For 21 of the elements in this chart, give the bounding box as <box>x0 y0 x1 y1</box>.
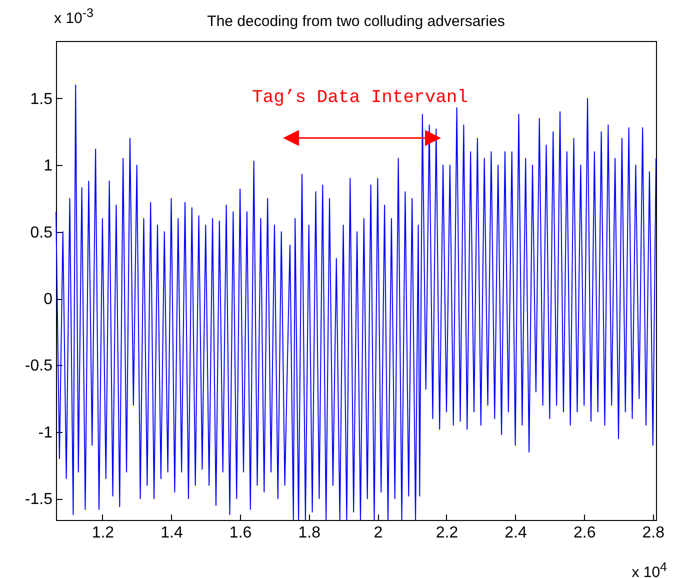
line-series <box>56 84 656 520</box>
text: x 10$^{-3}$ <box>54 6 94 27</box>
x-tick-label: 2.6 <box>573 524 596 542</box>
x-tick-label: 1.4 <box>160 524 183 542</box>
y-tick-label: -1 <box>38 424 53 442</box>
x-tick-label: 1.2 <box>92 524 114 542</box>
y-tick-label: 0.5 <box>30 224 53 242</box>
y-tick-label: 1 <box>44 158 53 175</box>
y-tick-label: -1.5 <box>24 491 53 508</box>
y-tick-label: 1.5 <box>30 90 53 108</box>
chart-title: The decoding from two colluding adversaries <box>207 13 505 30</box>
x-tick-label: 2.8 <box>642 524 665 542</box>
x-tick-label: 1.8 <box>298 524 321 542</box>
annotation: Tag’s Data Intervanl <box>252 88 468 108</box>
y-tick-label: 0 <box>44 291 53 308</box>
text: x 10$^{4}$ <box>632 560 667 578</box>
y-tick-label: -0.5 <box>24 358 53 375</box>
x-tick-label: 2.4 <box>504 524 528 542</box>
x-tick-label: 2 <box>374 524 383 542</box>
x-tick-label: 2.2 <box>436 524 458 542</box>
x-tick-label: 1.6 <box>229 524 252 542</box>
